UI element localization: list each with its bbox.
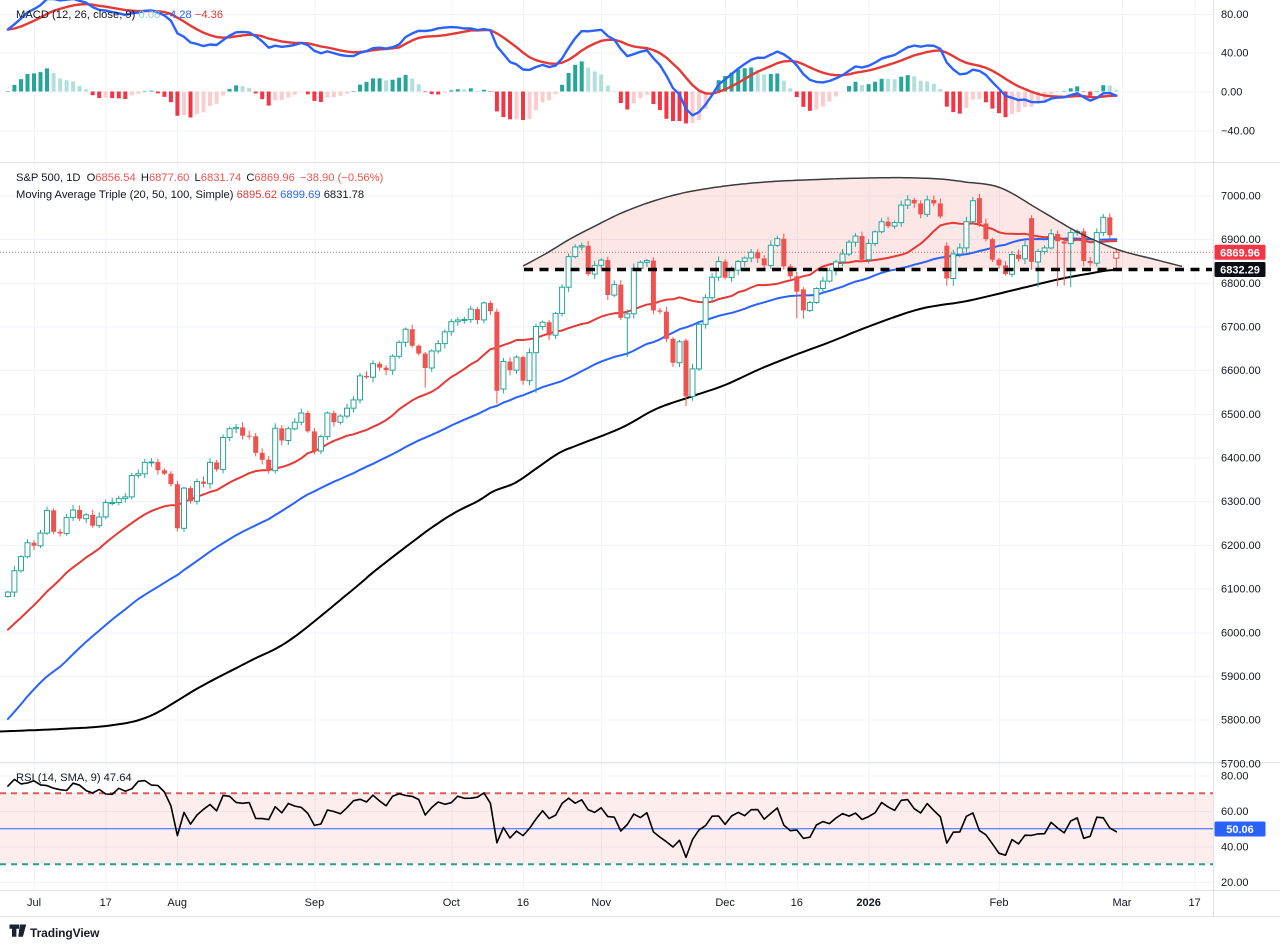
svg-text:Sep: Sep	[305, 897, 325, 909]
svg-text:6800.00: 6800.00	[1221, 278, 1261, 290]
svg-text:20.00: 20.00	[1221, 877, 1249, 889]
svg-text:6100.00: 6100.00	[1221, 584, 1261, 596]
svg-text:Dec: Dec	[715, 897, 735, 909]
svg-text:17: 17	[1188, 897, 1200, 909]
svg-text:80.00: 80.00	[1221, 771, 1249, 783]
svg-text:80.00: 80.00	[1221, 9, 1249, 21]
svg-text:Oct: Oct	[443, 897, 460, 909]
svg-text:6300.00: 6300.00	[1221, 496, 1261, 508]
svg-text:Jul: Jul	[27, 897, 41, 909]
svg-text:Mar: Mar	[1113, 897, 1132, 909]
svg-text:Aug: Aug	[167, 897, 187, 909]
svg-text:5700.00: 5700.00	[1221, 758, 1261, 770]
svg-text:5900.00: 5900.00	[1221, 671, 1261, 683]
svg-text:7000.00: 7000.00	[1221, 191, 1261, 203]
svg-text:MACD (12, 26, close, 9) 0.08 −: MACD (12, 26, close, 9) 0.08 −4.28 −4.36	[16, 9, 223, 21]
svg-text:6200.00: 6200.00	[1221, 540, 1261, 552]
svg-text:6000.00: 6000.00	[1221, 627, 1261, 639]
svg-text:6600.00: 6600.00	[1221, 365, 1261, 377]
svg-text:5800.00: 5800.00	[1221, 715, 1261, 727]
svg-text:6900.00: 6900.00	[1221, 234, 1261, 246]
svg-text:RSI (14, SMA, 9) 47.64: RSI (14, SMA, 9) 47.64	[16, 772, 132, 784]
svg-text:Feb: Feb	[990, 897, 1009, 909]
svg-text:TradingView: TradingView	[30, 926, 100, 940]
svg-text:Nov: Nov	[591, 897, 611, 909]
svg-text:6869.96: 6869.96	[1220, 247, 1260, 259]
svg-text:6700.00: 6700.00	[1221, 322, 1261, 334]
svg-text:50.06: 50.06	[1226, 824, 1254, 836]
svg-text:2026: 2026	[856, 897, 880, 909]
svg-text:16: 16	[517, 897, 529, 909]
svg-text:−40.00: −40.00	[1221, 125, 1255, 137]
svg-text:6500.00: 6500.00	[1221, 409, 1261, 421]
svg-text:40.00: 40.00	[1221, 842, 1249, 854]
svg-text:6832.29: 6832.29	[1220, 265, 1260, 277]
svg-text:0.00: 0.00	[1221, 87, 1242, 99]
svg-text:Moving Average Triple (20, 50,: Moving Average Triple (20, 50, 100, Simp…	[16, 189, 364, 201]
svg-text:40.00: 40.00	[1221, 48, 1249, 60]
svg-text:6400.00: 6400.00	[1221, 453, 1261, 465]
svg-text:16: 16	[791, 897, 803, 909]
svg-text:60.00: 60.00	[1221, 806, 1249, 818]
svg-text:S&P 500, 1D O6856.54 H6877.60: S&P 500, 1D O6856.54 H6877.60 L6831.74 C…	[16, 172, 384, 184]
svg-text:17: 17	[100, 897, 112, 909]
